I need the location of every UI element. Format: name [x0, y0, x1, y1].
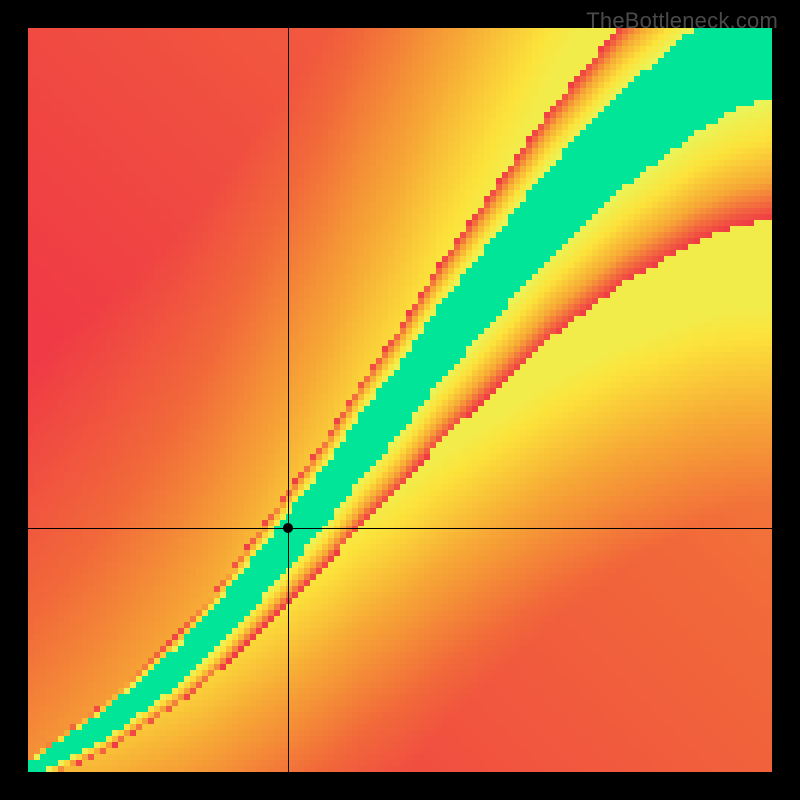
crosshair-marker	[283, 523, 293, 533]
watermark-text: TheBottleneck.com	[586, 8, 778, 34]
crosshair-vertical	[288, 28, 289, 772]
heatmap-canvas	[28, 28, 772, 772]
heatmap-plot	[28, 28, 772, 772]
crosshair-horizontal	[28, 528, 772, 529]
